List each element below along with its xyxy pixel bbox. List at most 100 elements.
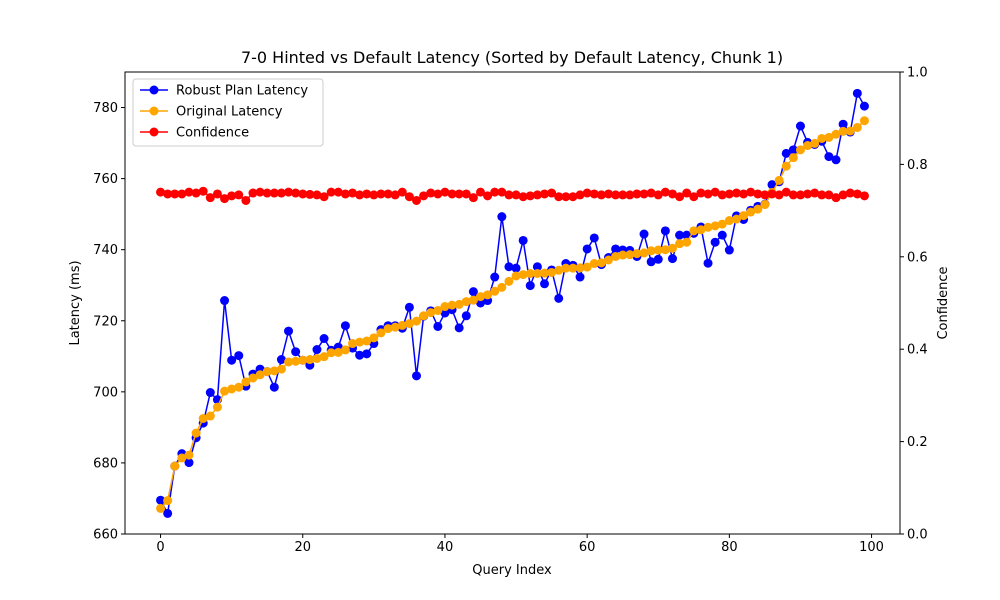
- data-point: [476, 187, 485, 197]
- data-point: [639, 229, 649, 239]
- data-point: [504, 262, 514, 272]
- data-point: [255, 187, 265, 197]
- data-point: [817, 133, 827, 143]
- data-point: [554, 293, 564, 303]
- data-point: [710, 187, 720, 197]
- data-point: [831, 193, 841, 203]
- data-point: [184, 458, 194, 468]
- data-point: [404, 302, 414, 312]
- data-point: [276, 355, 286, 365]
- data-point: [490, 286, 500, 296]
- data-point: [397, 320, 407, 330]
- data-point: [525, 281, 535, 291]
- data-point: [653, 254, 663, 264]
- data-point: [305, 189, 315, 199]
- data-point: [788, 153, 798, 163]
- data-point: [212, 189, 222, 199]
- data-point: [845, 188, 855, 198]
- data-point: [269, 188, 279, 198]
- y-tick-label: 700: [93, 385, 118, 400]
- data-point: [696, 225, 706, 235]
- y2-tick-label: 0.4: [907, 343, 928, 358]
- data-point: [319, 352, 329, 362]
- data-point: [632, 249, 642, 259]
- data-point: [262, 367, 272, 377]
- data-point: [547, 188, 557, 198]
- data-point: [369, 190, 379, 200]
- data-point: [703, 258, 713, 268]
- data-point: [220, 296, 230, 306]
- data-point: [376, 328, 386, 338]
- data-point: [675, 192, 685, 202]
- data-point: [227, 355, 237, 365]
- data-point: [284, 187, 294, 197]
- data-point: [611, 251, 621, 261]
- data-point: [170, 461, 180, 471]
- data-point: [468, 295, 478, 305]
- data-point: [511, 190, 521, 200]
- data-point: [603, 189, 613, 199]
- legend-label: Original Latency: [176, 105, 283, 120]
- data-point: [760, 190, 770, 200]
- data-point: [667, 243, 677, 253]
- data-point: [234, 190, 244, 200]
- data-point: [532, 262, 542, 272]
- data-point: [532, 269, 542, 278]
- data-point: [611, 244, 621, 254]
- data-point: [227, 191, 237, 201]
- data-point: [362, 336, 372, 346]
- data-point: [817, 190, 827, 200]
- chart-title: 7-0 Hinted vs Default Latency (Sorted by…: [241, 48, 783, 67]
- x-axis-label: Query Index: [472, 563, 552, 578]
- data-point: [447, 300, 457, 310]
- data-point: [269, 366, 279, 376]
- data-point: [340, 189, 350, 199]
- data-point: [390, 322, 400, 332]
- data-point: [220, 386, 230, 396]
- data-point: [170, 189, 180, 199]
- data-point: [184, 450, 194, 460]
- data-point: [774, 175, 784, 185]
- data-point: [191, 428, 201, 438]
- data-point: [483, 290, 493, 300]
- data-point: [731, 214, 741, 224]
- y-axis-right: 0.0 0.2 0.4 0.6 0.8 1.0: [900, 66, 928, 543]
- y-tick-label: 720: [93, 314, 118, 329]
- data-point: [433, 305, 443, 315]
- data-point: [291, 347, 301, 357]
- data-point: [362, 349, 372, 359]
- data-point: [675, 230, 685, 240]
- data-point: [497, 282, 507, 292]
- data-point: [234, 382, 244, 392]
- data-point: [660, 187, 670, 197]
- data-point: [859, 101, 869, 111]
- data-point: [575, 263, 585, 273]
- data-point: [660, 226, 670, 236]
- data-point: [397, 187, 407, 197]
- data-point: [468, 193, 478, 203]
- data-point: [234, 351, 244, 361]
- data-point: [447, 189, 457, 199]
- y-tick-label: 660: [93, 528, 118, 543]
- data-point: [582, 244, 592, 254]
- data-point: [838, 126, 848, 136]
- data-point: [227, 384, 237, 394]
- legend-box: [132, 78, 324, 147]
- data-point: [625, 190, 635, 200]
- data-point: [511, 271, 521, 281]
- y-tick-label: 780: [93, 101, 118, 116]
- y2-tick-label: 0.8: [907, 158, 928, 173]
- data-point: [724, 189, 734, 199]
- data-point: [184, 187, 194, 197]
- data-point: [689, 226, 699, 236]
- legend-marker: [149, 106, 159, 116]
- data-point: [810, 138, 820, 148]
- data-point: [220, 194, 230, 204]
- y2-tick-label: 0.2: [907, 435, 928, 450]
- data-point: [660, 245, 670, 255]
- y-tick-label: 680: [93, 456, 118, 471]
- data-point: [561, 263, 571, 273]
- data-point: [276, 188, 286, 198]
- data-point: [355, 350, 365, 360]
